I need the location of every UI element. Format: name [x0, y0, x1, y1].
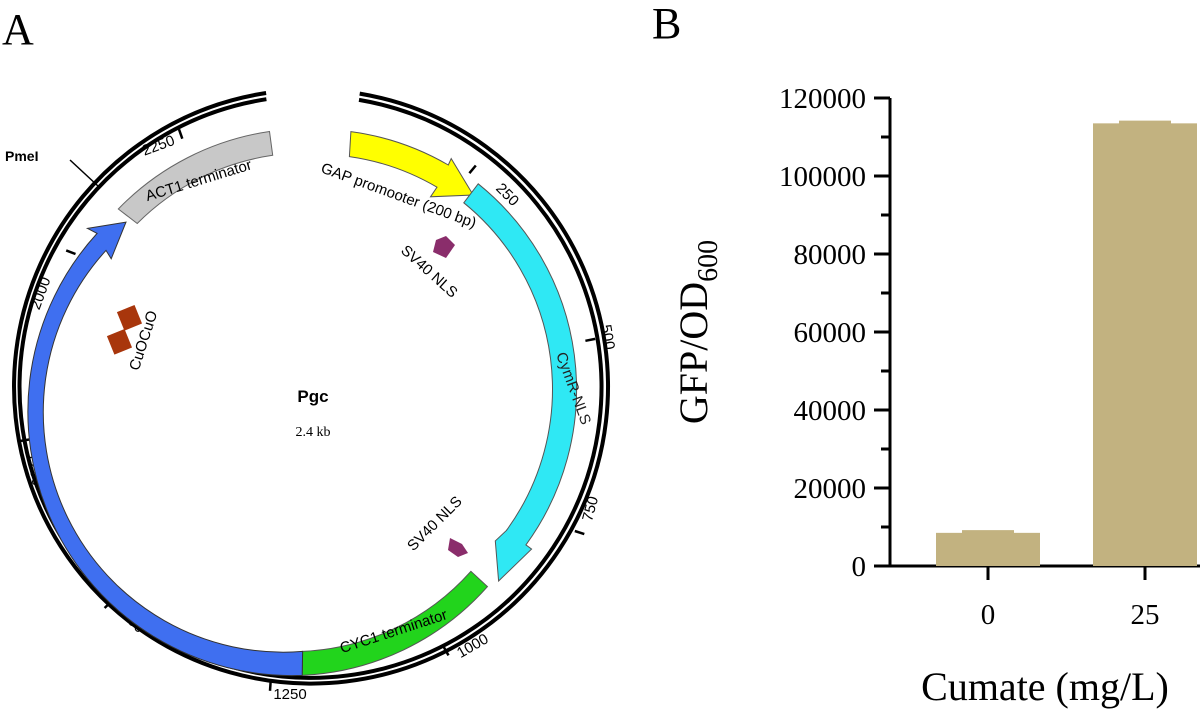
y-tick-label: 0 — [852, 551, 867, 583]
tick-label-500: 500 — [597, 323, 618, 351]
y-tick-label: 60000 — [794, 317, 867, 349]
y-tick-label: 40000 — [794, 395, 867, 427]
y-tick-label: 80000 — [794, 239, 867, 271]
cuo-box-2 — [106, 328, 133, 355]
tick-labels: 2250 2000 1750 1500 1250 1000 750 500 25… — [23, 132, 618, 703]
pmei-site-label: PmeI — [5, 148, 38, 164]
gfp-bar-chart: 0 20000 40000 60000 80000 100000 120000 0 25 GF… — [671, 83, 1200, 709]
sv40-nls-marker-bottom — [448, 538, 468, 557]
x-axis-title: Cumate (mg/L) — [921, 664, 1169, 709]
y-axis-minor-ticks — [881, 135, 890, 529]
tick-label-750: 750 — [579, 495, 602, 524]
x-tick-label-0: 0 — [981, 599, 996, 631]
y-tick-label: 120000 — [779, 83, 866, 115]
gcw14-promoter-arrow — [27, 221, 304, 677]
tick-marks — [19, 128, 596, 691]
tick-label-1250: 1250 — [273, 686, 306, 703]
y-axis-title-subscript: 600 — [693, 240, 724, 282]
plasmid-map: 2250 2000 1750 1500 1250 1000 750 500 25… — [5, 91, 618, 703]
pmei-leader-line — [69, 159, 99, 187]
act1-terminator-arrow — [117, 130, 274, 225]
cuo-box-1 — [116, 304, 143, 331]
error-cap-0 — [962, 530, 1014, 535]
y-tick-label: 100000 — [779, 161, 866, 193]
bar-0 — [936, 532, 1040, 566]
y-axis-title: GFP/OD600 — [671, 240, 724, 424]
y-axis-title-main: GFP/OD — [671, 282, 716, 424]
plasmid-size: 2.4 kb — [296, 425, 331, 440]
bar-25 — [1093, 123, 1197, 566]
bars — [936, 120, 1197, 566]
backbone-outer-arc — [12, 91, 611, 686]
cymr-nls-arrow — [463, 183, 578, 583]
panel-a-letter: A — [2, 5, 34, 54]
plasmid-name: Pgc — [297, 387, 328, 406]
panel-b-letter: B — [652, 0, 681, 48]
error-cap-25 — [1119, 120, 1171, 126]
sv40-nls-label-top: SV40 NLS — [397, 242, 460, 302]
x-tick-label-25: 25 — [1131, 599, 1160, 631]
gap-promoter-arrow — [348, 131, 475, 198]
backbone-inner-arc — [17, 97, 604, 680]
x-axis-ticks: 0 25 — [981, 566, 1160, 631]
y-axis-ticks: 0 20000 40000 60000 80000 100000 120000 — [779, 83, 890, 583]
y-tick-label: 20000 — [794, 473, 867, 505]
tick-label-2250: 2250 — [140, 132, 177, 159]
sv40-nls-marker-top — [433, 236, 455, 258]
